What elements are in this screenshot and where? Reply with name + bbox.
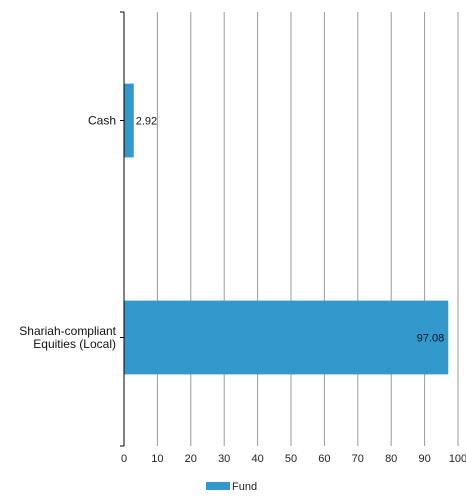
- data-label: 97.08: [417, 333, 445, 345]
- x-tick-label: 90: [418, 453, 430, 465]
- x-tick-label: 80: [385, 453, 397, 465]
- bar: [124, 83, 134, 158]
- legend-label: Fund: [232, 481, 257, 493]
- x-tick-label: 100: [449, 453, 466, 465]
- category-label: Cash: [88, 114, 116, 128]
- labels: 0 10 20 30 40 50 60 70 80 90 100 Cash Shariah-compli…: [19, 114, 466, 466]
- category-label: Shariah-compliant: [19, 324, 116, 338]
- x-tick-label: 70: [352, 453, 364, 465]
- x-tick-label: 0: [121, 453, 127, 465]
- x-tick-label: 10: [151, 453, 163, 465]
- axes: [120, 11, 125, 447]
- x-tick-label: 30: [218, 453, 230, 465]
- bar: [124, 300, 449, 375]
- x-tick-label: 20: [185, 453, 197, 465]
- legend-swatch: [206, 482, 230, 490]
- grid-lines: [156, 12, 459, 446]
- x-tick-label: 60: [318, 453, 330, 465]
- data-label: 2.92: [136, 116, 157, 128]
- legend[interactable]: Fund: [206, 481, 257, 493]
- x-tick-label: 50: [285, 453, 297, 465]
- x-tick-label: 40: [251, 453, 263, 465]
- bars: [124, 83, 449, 375]
- category-label: Equities (Local): [33, 337, 116, 351]
